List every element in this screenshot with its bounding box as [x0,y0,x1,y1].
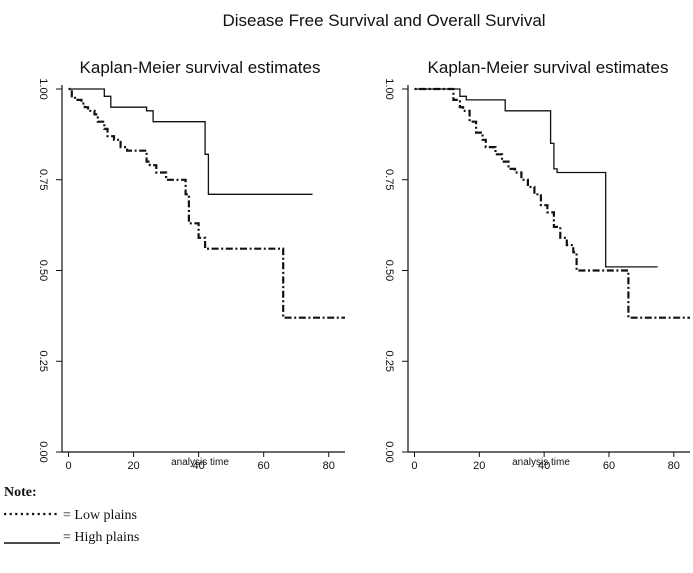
x-tick-label: 0 [65,460,71,472]
series-high-plains-line [68,88,313,195]
x-tick-label: 40 [192,460,204,472]
series-low-plains-line [414,87,690,319]
x-tick-label: 60 [603,460,615,472]
legend-low-plains-label: = Low plains [63,508,137,523]
x-tick-label: 60 [258,460,270,472]
y-tick-label: 0.50 [383,260,395,281]
y-tick-label: 0.50 [37,260,49,281]
legend-note: Note: = Low plains = High plains [4,485,139,545]
y-tick-label: 0.25 [37,351,49,372]
y-tick-label: 1.00 [383,78,395,99]
panel-overall-survival: Kaplan-Meier survival estimates analysis… [383,58,690,472]
y-tick-label: 0.25 [383,351,395,372]
x-tick-label: 80 [668,460,680,472]
x-tick-label: 20 [473,460,485,472]
x-axis-label: analysis time [171,457,229,468]
x-tick-label: 40 [538,460,550,472]
note-heading: Note: [4,485,37,500]
x-tick-label: 0 [411,460,417,472]
panel-disease-free-survival: Kaplan-Meier survival estimates analysis… [37,58,345,472]
y-tick-label: 0.75 [383,169,395,190]
x-axis-label: analysis time [512,457,570,468]
panel-title: Kaplan-Meier survival estimates [428,58,669,77]
series-low-plains-line [68,87,345,319]
x-tick-label: 20 [127,460,139,472]
y-tick-label: 0.75 [37,169,49,190]
y-tick-label: 0.00 [383,441,395,462]
y-tick-label: 1.00 [37,78,49,99]
x-tick-label: 80 [323,460,335,472]
legend-high-plains-label: = High plains [63,530,139,545]
series-high-plains-line [414,88,658,268]
y-tick-label: 0.00 [37,441,49,462]
panel-title: Kaplan-Meier survival estimates [80,58,321,77]
figure-title: Disease Free Survival and Overall Surviv… [222,11,545,30]
